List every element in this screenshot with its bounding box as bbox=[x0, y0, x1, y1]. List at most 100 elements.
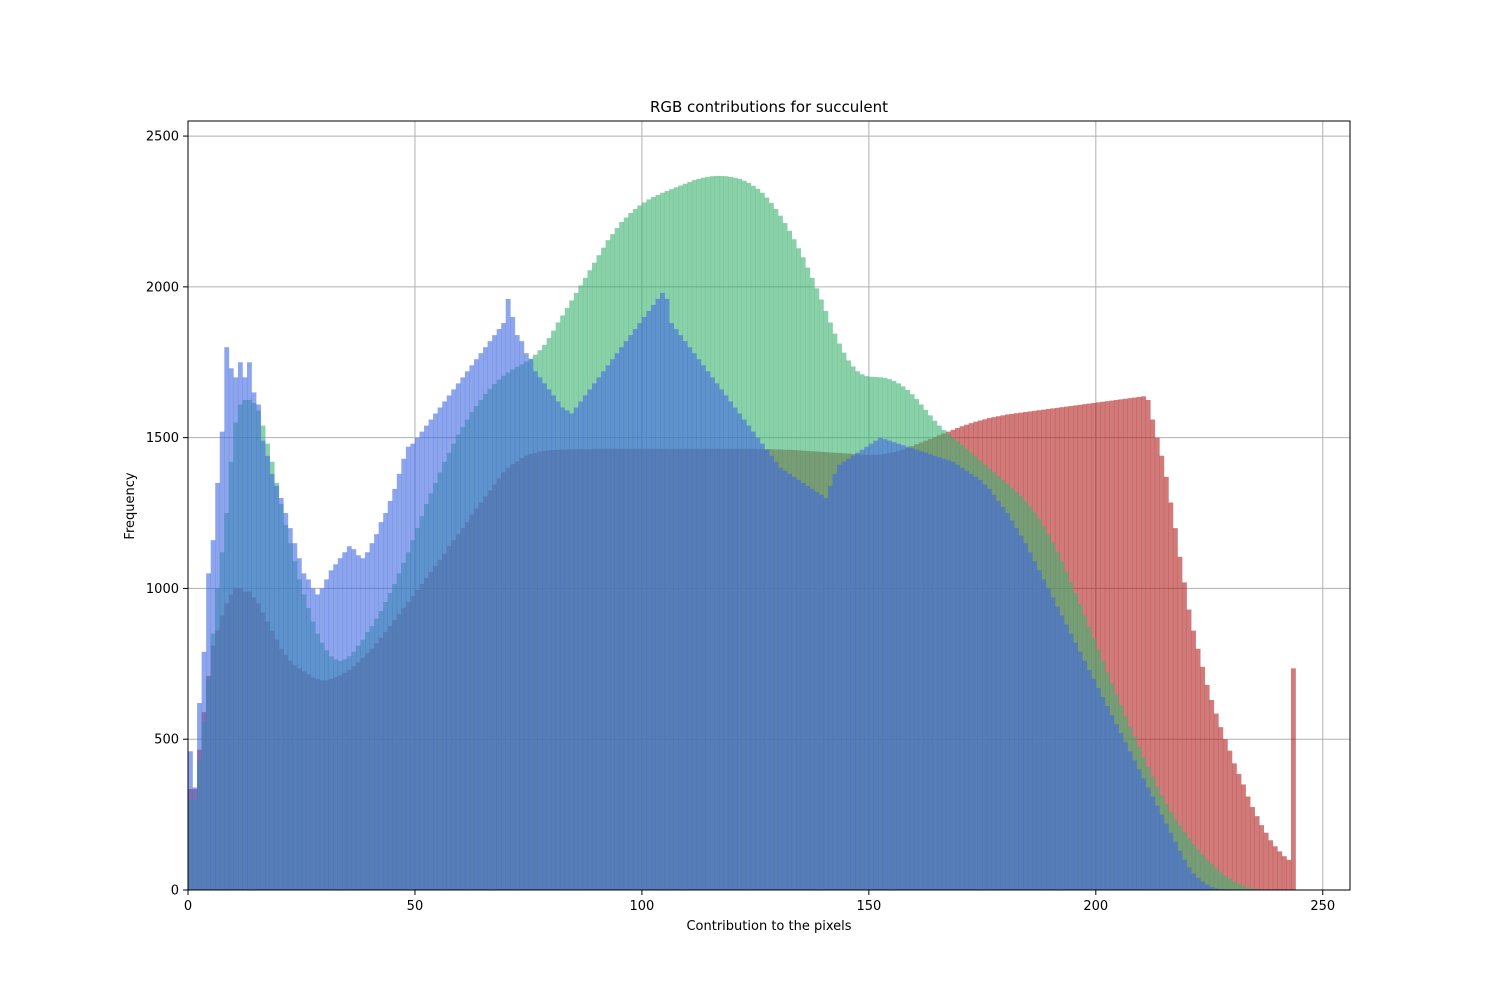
histogram-bar bbox=[1187, 867, 1192, 890]
histogram-bar bbox=[515, 335, 520, 890]
histogram-bar bbox=[233, 377, 238, 890]
chart-title: RGB contributions for succulent bbox=[650, 98, 888, 116]
histogram-bar bbox=[1182, 860, 1187, 890]
histogram-bar bbox=[887, 441, 892, 890]
histogram-bar bbox=[1237, 884, 1242, 890]
histogram-bar bbox=[519, 341, 524, 890]
histogram-bar bbox=[1214, 868, 1219, 890]
histogram-bar bbox=[1046, 588, 1051, 890]
histogram-bar bbox=[538, 377, 543, 890]
histogram-bar bbox=[1246, 797, 1251, 890]
histogram-bar bbox=[569, 414, 574, 890]
histogram-bar bbox=[656, 299, 661, 890]
histogram-bar bbox=[1041, 579, 1046, 890]
histogram-bar bbox=[347, 546, 352, 890]
histogram-bar bbox=[587, 389, 592, 890]
histogram-bar bbox=[306, 579, 311, 890]
histogram-bar bbox=[1055, 607, 1060, 890]
histogram-bar bbox=[215, 483, 220, 890]
histogram-bar bbox=[1241, 784, 1246, 890]
histogram-bar bbox=[1255, 816, 1260, 890]
histogram-bar bbox=[1146, 787, 1151, 890]
histogram-bar bbox=[660, 293, 665, 890]
x-tick-label: 100 bbox=[629, 899, 654, 914]
histogram-bar bbox=[274, 486, 279, 890]
histogram-bar bbox=[1137, 769, 1142, 890]
histogram-bar bbox=[1237, 774, 1242, 890]
histogram-bar bbox=[951, 462, 956, 890]
histogram-bar bbox=[973, 477, 978, 890]
histogram-bar bbox=[1028, 552, 1033, 890]
histogram-bar bbox=[1123, 742, 1128, 890]
histogram-bar bbox=[1214, 714, 1219, 890]
histogram-bar bbox=[1000, 507, 1005, 890]
histogram-bar bbox=[646, 311, 651, 890]
histogram-bar bbox=[474, 359, 479, 890]
y-tick-label: 1000 bbox=[146, 582, 179, 597]
histogram-bar bbox=[873, 441, 878, 890]
histogram-bar bbox=[1150, 797, 1155, 890]
histogram-bar bbox=[665, 299, 670, 890]
histogram-bar bbox=[279, 498, 284, 890]
histogram-bar bbox=[1205, 885, 1210, 890]
histogram-bar bbox=[424, 426, 429, 890]
histogram-bar bbox=[1114, 724, 1119, 890]
histogram-bar bbox=[878, 438, 883, 890]
histogram-bar bbox=[447, 395, 452, 890]
histogram-bar bbox=[401, 459, 406, 890]
histogram-bar bbox=[261, 441, 266, 890]
histogram-bar bbox=[601, 371, 606, 890]
x-tick-label: 150 bbox=[856, 899, 881, 914]
histogram-bar bbox=[488, 341, 493, 890]
histogram-bar bbox=[991, 495, 996, 890]
x-tick-label: 200 bbox=[1083, 899, 1108, 914]
histogram-bar bbox=[606, 365, 611, 890]
histogram-bar bbox=[292, 543, 297, 890]
histogram-bar bbox=[388, 501, 393, 890]
histogram-bar bbox=[528, 359, 533, 890]
histogram-bar bbox=[265, 456, 270, 890]
histogram-bar bbox=[687, 347, 692, 890]
histogram-bar bbox=[392, 489, 397, 890]
histogram-bar bbox=[923, 453, 928, 890]
histogram-bar bbox=[1196, 878, 1201, 890]
histogram-bar bbox=[1178, 851, 1183, 890]
histogram-bar bbox=[1227, 751, 1232, 890]
histogram-bar bbox=[1060, 616, 1065, 890]
histogram-bar bbox=[1200, 882, 1205, 890]
histogram-bar bbox=[1119, 733, 1124, 890]
histogram-bar bbox=[379, 522, 384, 890]
histogram-bar bbox=[1209, 864, 1214, 890]
histogram-bar bbox=[642, 317, 647, 890]
histogram-bar bbox=[415, 438, 420, 890]
histogram-bar bbox=[1023, 543, 1028, 890]
histogram-bar bbox=[315, 594, 320, 890]
histogram-bar bbox=[1286, 860, 1291, 890]
histogram-bar bbox=[370, 543, 375, 890]
histogram-bar bbox=[701, 365, 706, 890]
histogram-bar bbox=[501, 323, 506, 890]
histogram-bar bbox=[311, 588, 316, 890]
histogram-bar bbox=[628, 335, 633, 890]
histogram-bar bbox=[1109, 715, 1114, 890]
x-axis-label: Contribution to the pixels bbox=[686, 919, 851, 934]
histogram-bar bbox=[202, 652, 207, 890]
histogram-bar bbox=[288, 528, 293, 890]
histogram-bar bbox=[860, 450, 865, 890]
histogram-bar bbox=[1223, 876, 1228, 890]
x-tick-label: 250 bbox=[1310, 899, 1335, 914]
histogram-bar bbox=[479, 353, 484, 890]
histogram-bar bbox=[842, 462, 847, 890]
histogram-bar bbox=[397, 474, 402, 890]
histogram-bar bbox=[1277, 851, 1282, 890]
histogram-bar bbox=[1209, 700, 1214, 890]
histogram-bar bbox=[828, 486, 833, 890]
histogram-bar bbox=[846, 459, 851, 890]
histogram-bar bbox=[565, 411, 570, 890]
histogram-bar bbox=[1259, 825, 1264, 890]
y-tick-label: 2000 bbox=[146, 280, 179, 295]
histogram-bar bbox=[324, 579, 329, 890]
histogram-bar bbox=[356, 555, 361, 890]
histogram-bar bbox=[351, 549, 356, 890]
